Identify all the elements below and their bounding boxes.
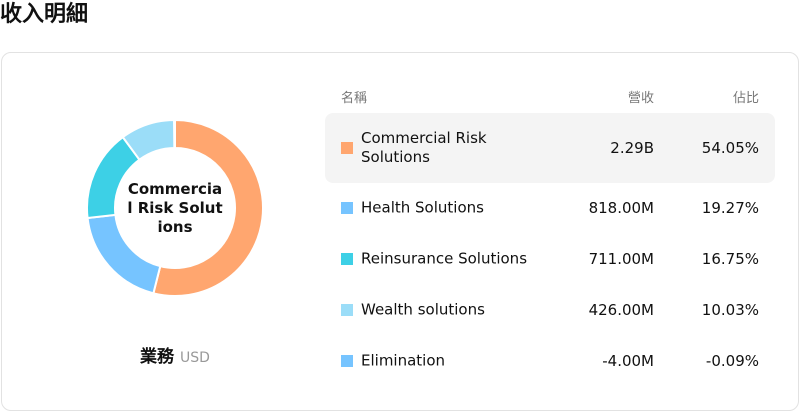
color-swatch [341, 202, 353, 214]
name-cell: Reinsurance Solutions [361, 249, 528, 268]
revenue-cell: 711.00M [588, 250, 654, 268]
color-swatch [341, 304, 353, 316]
column-header: 營收 [627, 91, 654, 106]
table-row: Wealth solutions 426.00M 10.03% [325, 285, 775, 335]
caption-unit: USD [180, 350, 210, 366]
share-cell: 10.03% [701, 301, 759, 319]
share-cell: 16.75% [701, 250, 759, 268]
caption-label: 業務 [140, 347, 175, 367]
revenue-cell: 2.29B [610, 139, 654, 157]
table-row: Elimination -4.00M -0.09% [325, 336, 775, 386]
donut-slice [152, 118, 264, 297]
color-swatch [341, 355, 353, 367]
share-cell: 54.05% [701, 139, 759, 157]
revenue-cell: 818.00M [588, 199, 654, 217]
title: 收入明細 [0, 2, 89, 27]
table-row: Reinsurance Solutions 711.00M 16.75% [325, 234, 775, 284]
revenue-cell: -4.00M [602, 352, 654, 370]
color-swatch [341, 253, 353, 265]
revenue-cell: 426.00M [588, 301, 654, 319]
name-cell: Health Solutions [361, 198, 484, 217]
name-cell: Wealth solutions [361, 300, 485, 319]
name-cell: Commercial Risk Solutions [361, 129, 487, 166]
column-header: 佔比 [732, 91, 759, 106]
name-cell: Elimination [361, 351, 446, 370]
table-row: Health Solutions 818.00M 19.27% [325, 183, 775, 233]
card [1, 52, 799, 411]
table-row: Commercial Risk Solutions 2.29B 54.05% [325, 113, 775, 183]
share-cell: 19.27% [701, 199, 759, 217]
share-cell: -0.09% [705, 352, 759, 370]
center-label: Commercial Risk Solutions [127, 180, 223, 236]
donut-slice [172, 118, 176, 150]
color-swatch [341, 142, 353, 154]
caption: 業務 USD [0, 342, 350, 367]
column-header: 名稱 [341, 91, 368, 106]
